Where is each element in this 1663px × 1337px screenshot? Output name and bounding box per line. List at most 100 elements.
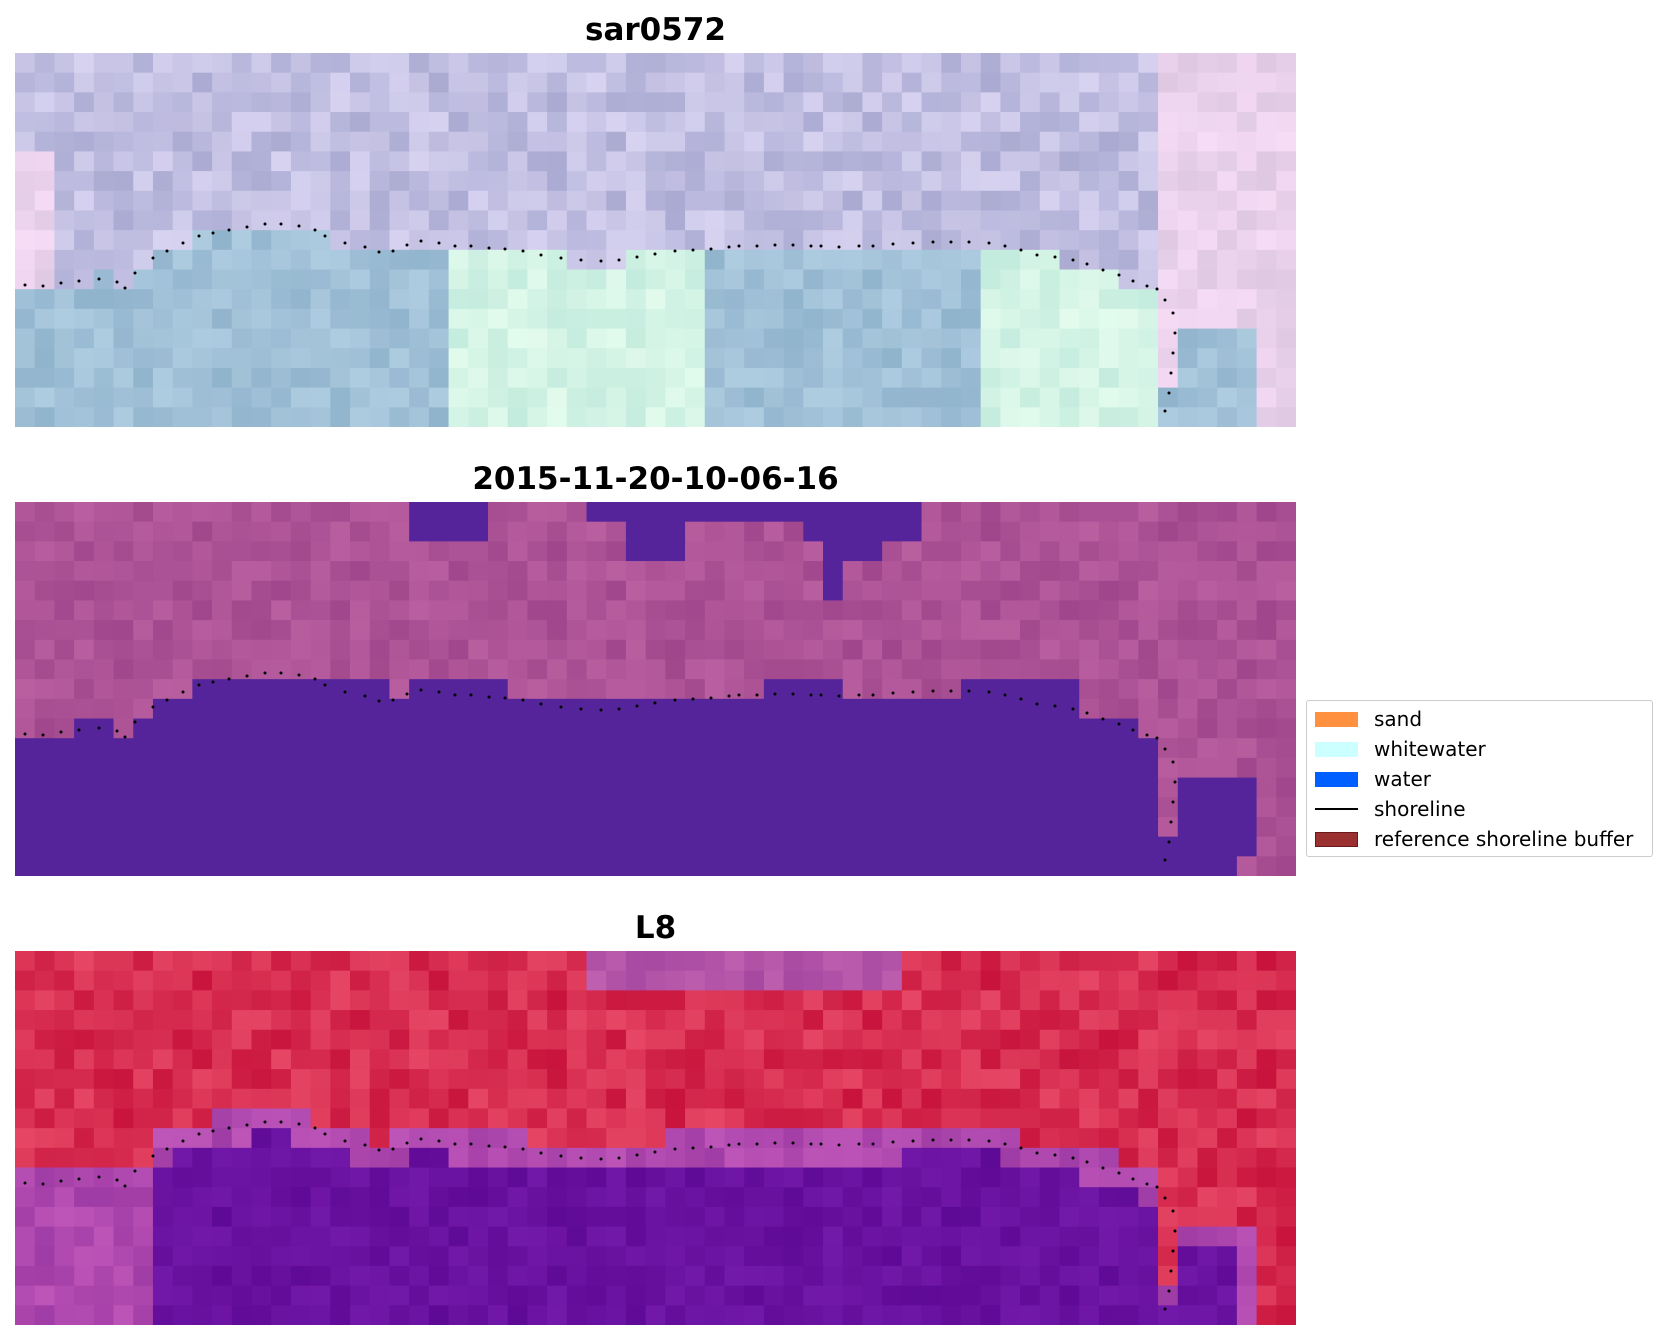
- shoreline-point: [559, 1154, 563, 1158]
- shoreline-point: [1117, 722, 1121, 726]
- shoreline-point: [211, 680, 215, 684]
- shoreline-point: [727, 1143, 731, 1147]
- shoreline-point: [1071, 258, 1075, 262]
- shoreline-point: [123, 735, 127, 739]
- shoreline-point: [1167, 1289, 1171, 1293]
- shoreline-point: [469, 244, 473, 248]
- shoreline-point: [363, 245, 367, 249]
- shoreline-line-swatch: [1315, 808, 1358, 810]
- shoreline-point: [453, 693, 457, 697]
- shoreline-point: [911, 690, 915, 694]
- shoreline-point: [1171, 760, 1175, 764]
- shoreline-point: [1101, 717, 1105, 721]
- shoreline-point: [931, 1138, 935, 1142]
- shoreline-point: [599, 259, 603, 263]
- shoreline-point: [559, 705, 563, 709]
- shoreline-point: [539, 253, 543, 257]
- shoreline-point: [377, 1148, 381, 1152]
- shoreline-point: [837, 694, 841, 698]
- shoreline-point: [23, 283, 27, 287]
- shoreline-point: [871, 693, 875, 697]
- raster-pixels: [15, 502, 1296, 876]
- shoreline-point: [133, 1169, 137, 1173]
- index-image-panel: [15, 951, 1296, 1325]
- shoreline-point: [419, 688, 423, 692]
- shoreline-point: [709, 247, 713, 251]
- shoreline-point: [123, 1184, 127, 1188]
- shoreline-point: [521, 1147, 525, 1151]
- shoreline-point: [245, 225, 249, 229]
- shoreline-point: [691, 248, 695, 252]
- shoreline-point: [673, 249, 677, 253]
- shoreline-point: [1169, 1269, 1173, 1273]
- shoreline-points: [23, 1120, 1177, 1311]
- shoreline-point: [673, 698, 677, 702]
- shoreline-point: [77, 728, 81, 732]
- shoreline-point: [123, 286, 127, 290]
- shoreline-point: [891, 1140, 895, 1144]
- shoreline-point: [503, 696, 507, 700]
- shoreline-point: [97, 277, 101, 281]
- shoreline-point: [791, 692, 795, 696]
- shoreline-point: [1155, 287, 1159, 291]
- shoreline-point: [391, 698, 395, 702]
- shoreline-point: [1163, 1307, 1167, 1311]
- shoreline-point: [59, 730, 63, 734]
- shoreline-point: [1131, 279, 1135, 283]
- shoreline-point: [521, 249, 525, 253]
- shoreline-point: [1085, 262, 1089, 266]
- shoreline-point: [837, 1143, 841, 1147]
- shoreline-point: [1085, 1160, 1089, 1164]
- shoreline-point: [377, 699, 381, 703]
- shoreline-point: [1155, 1185, 1159, 1189]
- shoreline-point: [1167, 391, 1171, 395]
- shoreline-point: [967, 240, 971, 244]
- shoreline-point: [809, 693, 813, 697]
- shoreline-point: [77, 1177, 81, 1181]
- shoreline-point: [323, 1132, 327, 1136]
- shoreline-point: [967, 1138, 971, 1142]
- sand-swatch: [1315, 711, 1358, 727]
- shoreline-point: [691, 697, 695, 701]
- shoreline-point: [1145, 284, 1149, 288]
- shoreline-point: [617, 1156, 621, 1160]
- shoreline-point: [599, 1157, 603, 1161]
- shoreline-point: [809, 1142, 813, 1146]
- panel-title-index: L8: [634, 910, 677, 946]
- shoreline-point: [635, 704, 639, 708]
- shoreline-point: [405, 1141, 409, 1145]
- shoreline-point: [197, 683, 201, 687]
- shoreline-point: [1171, 311, 1175, 315]
- shoreline-point: [931, 689, 935, 693]
- shoreline-point: [1003, 244, 1007, 248]
- shoreline-point: [151, 256, 155, 260]
- shoreline-point: [181, 690, 185, 694]
- shoreline-point: [227, 1126, 231, 1130]
- shoreline-point: [133, 271, 137, 275]
- shoreline-point: [323, 234, 327, 238]
- shoreline-point: [97, 1175, 101, 1179]
- shoreline-point: [1053, 704, 1057, 708]
- shoreline-point: [181, 241, 185, 245]
- shoreline-point: [911, 241, 915, 245]
- shoreline-point: [931, 240, 935, 244]
- shoreline-point: [453, 244, 457, 248]
- shoreline-point: [579, 1156, 583, 1160]
- shoreline-point: [1163, 298, 1167, 302]
- shoreline-point: [727, 694, 731, 698]
- shoreline-point: [987, 1139, 991, 1143]
- shoreline-point: [579, 707, 583, 711]
- shoreline-point: [857, 244, 861, 248]
- shoreline-point: [469, 1142, 473, 1146]
- shoreline-point: [617, 707, 621, 711]
- legend-label-sand: sand: [1374, 707, 1423, 731]
- shoreline-point: [1173, 780, 1177, 784]
- shoreline-point: [419, 1137, 423, 1141]
- shoreline-point: [437, 1139, 441, 1143]
- shoreline-point: [949, 689, 953, 693]
- shoreline-point: [653, 252, 657, 256]
- shoreline-point: [521, 698, 525, 702]
- shoreline-point: [391, 1147, 395, 1151]
- shoreline-point: [1169, 371, 1173, 375]
- shoreline-point: [323, 683, 327, 687]
